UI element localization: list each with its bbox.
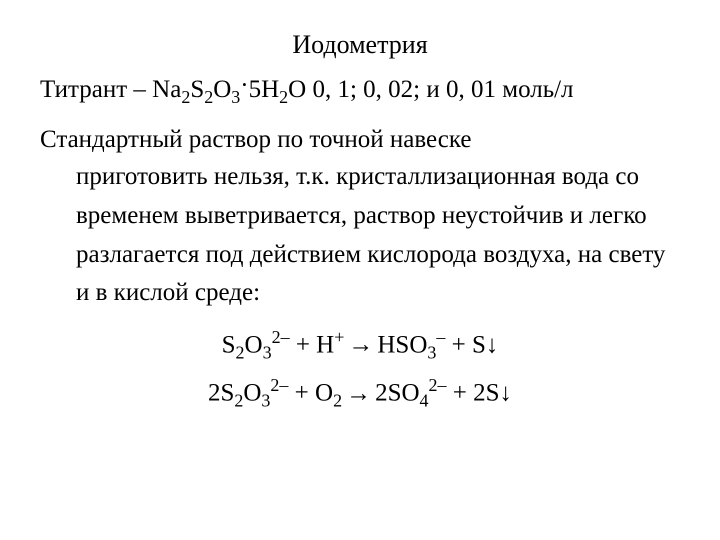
eq2-sup2: 2– — [429, 375, 447, 395]
eq1-p2: O — [245, 331, 263, 358]
titrant-mid1: S — [190, 76, 204, 103]
eq2-down: ↓ — [500, 380, 513, 407]
eq2-p1: 2S — [208, 380, 234, 407]
titrant-sub2: 2 — [204, 87, 213, 107]
page-title: Иодометрия — [40, 30, 680, 60]
eq2-sup1: 2– — [270, 375, 288, 395]
eq1-plus2: + S — [445, 331, 486, 358]
eq1-p3: HSO — [377, 331, 427, 358]
eq2-s4: 4 — [420, 391, 429, 411]
eq1-sup2: + — [334, 327, 344, 347]
eq1-arrow: → — [348, 331, 373, 359]
eq1-down: ↓ — [486, 331, 499, 358]
eq1-s2: 3 — [263, 342, 272, 362]
titrant-prefix: Титрант – Na — [40, 76, 181, 103]
eq2-plus2: + 2S — [447, 380, 500, 407]
titrant-sub3: 3 — [231, 87, 240, 107]
eq1-sup1: 2– — [272, 327, 290, 347]
eq1-p1: S — [222, 331, 236, 358]
titrant-line: Титрант – Na2S2O3·5H2O 0, 1; 0, 02; и 0,… — [40, 76, 680, 108]
equation-1: S2O32– + H+ → HSO3– + S↓ — [40, 327, 680, 363]
standard-line: Стандартный раствор по точной навеске — [40, 126, 680, 154]
titrant-sub4: 2 — [279, 87, 288, 107]
eq2-plus1: + O — [288, 380, 333, 407]
titrant-suffix: O 0, 1; 0, 02; и 0, 01 моль/л — [288, 76, 573, 103]
titrant-dot: · — [240, 72, 248, 99]
indented-block: приготовить нельзя, т.к. кристаллизацион… — [40, 158, 680, 313]
equation-2: 2S2O32– + O2 → 2SO42– + 2S↓ — [40, 375, 680, 411]
titrant-sub1: 2 — [181, 87, 190, 107]
eq2-arrow: → — [346, 380, 371, 408]
titrant-mid2: O — [213, 76, 231, 103]
titrant-mid3: 5H — [249, 76, 280, 103]
eq1-s1: 2 — [236, 342, 245, 362]
eq2-s3: 2 — [333, 391, 342, 411]
eq2-p3: 2SO — [375, 380, 419, 407]
eq2-p2: O — [243, 380, 261, 407]
eq1-plus1: + H — [290, 331, 335, 358]
eq2-s1: 2 — [234, 391, 243, 411]
